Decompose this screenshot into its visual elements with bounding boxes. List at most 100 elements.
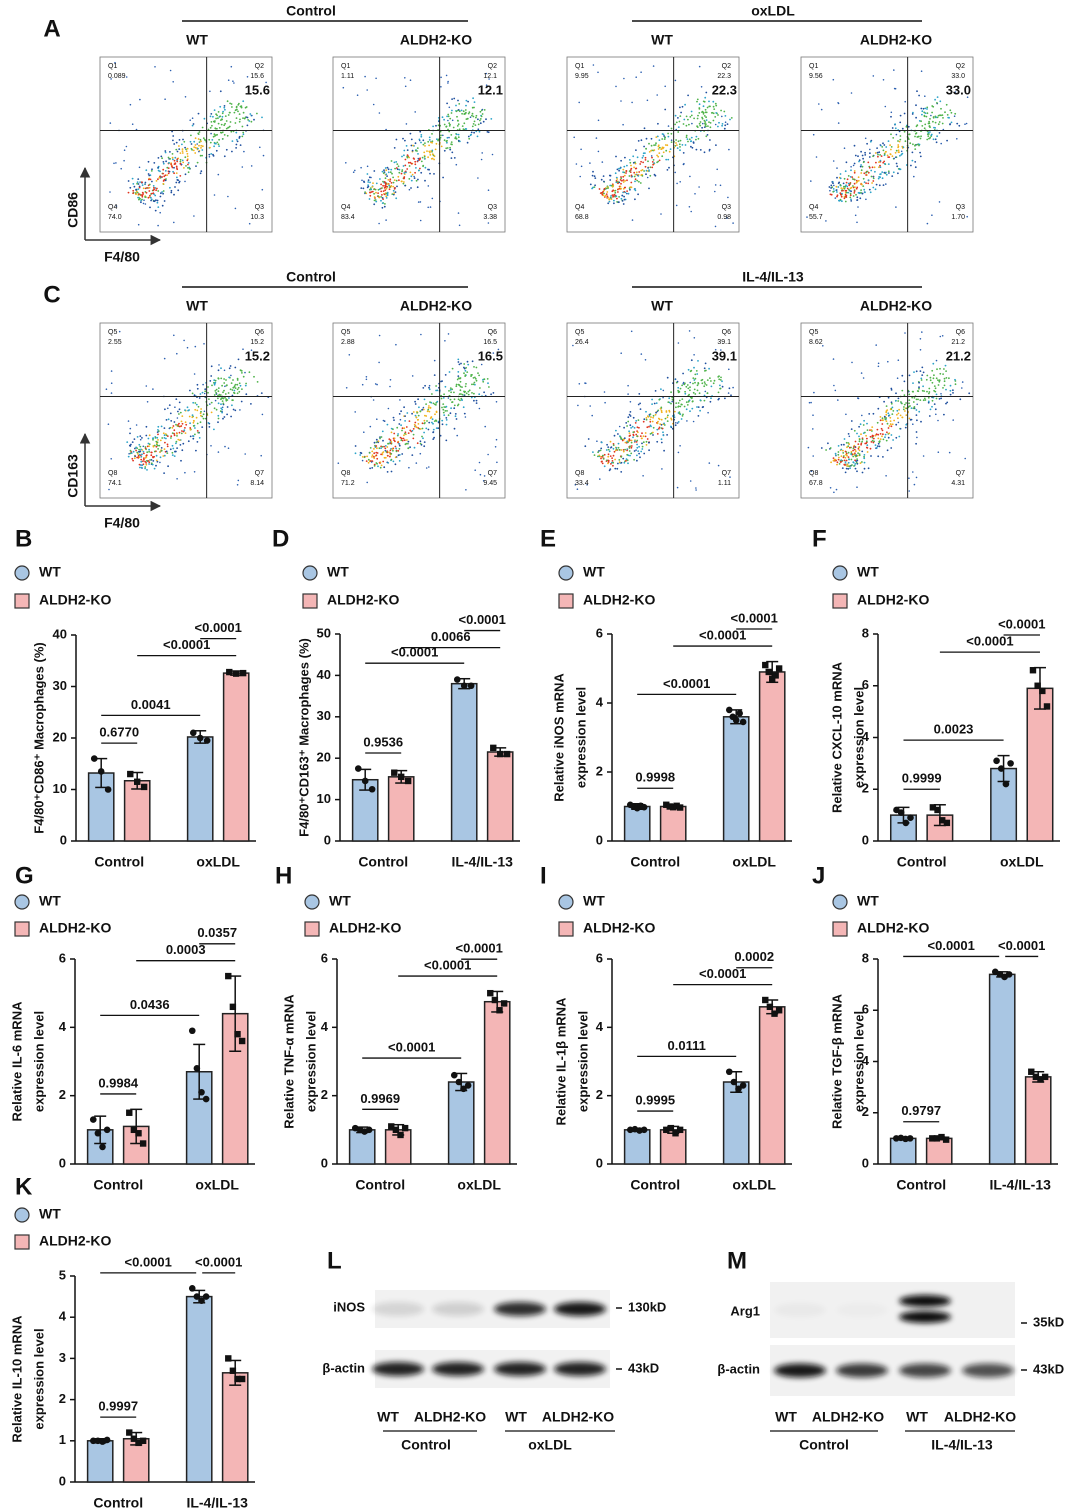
event-dot — [879, 144, 882, 146]
event-dot — [414, 414, 417, 417]
event-dot — [613, 450, 616, 453]
event-dot — [423, 445, 426, 448]
event-dot — [839, 192, 842, 195]
data-point — [354, 765, 362, 772]
event-dot — [192, 421, 195, 424]
data-point — [401, 1124, 409, 1132]
event-dot — [878, 184, 881, 187]
event-dot — [392, 176, 394, 179]
event-dot — [933, 374, 935, 377]
panel-letter: C — [43, 281, 60, 308]
event-dot — [839, 173, 842, 175]
event-dot — [176, 160, 179, 163]
event-dot — [885, 413, 888, 416]
event-dot — [209, 90, 211, 93]
event-dot — [818, 103, 820, 105]
event-dot — [156, 444, 159, 447]
event-dot — [442, 411, 445, 414]
event-dot — [473, 106, 475, 109]
event-dot — [678, 143, 681, 146]
event-dot — [431, 133, 433, 135]
event-dot — [611, 457, 613, 459]
event-dot — [681, 398, 684, 400]
event-dot — [471, 360, 474, 363]
event-dot — [215, 388, 218, 391]
event-dot — [417, 398, 419, 401]
event-dot — [631, 175, 634, 178]
event-dot — [894, 87, 897, 90]
bar — [889, 1137, 917, 1165]
event-dot — [609, 447, 612, 449]
event-dot — [658, 427, 660, 430]
event-dot — [166, 445, 169, 448]
data-point — [126, 1109, 133, 1116]
event-dot — [917, 398, 919, 401]
event-dot — [440, 397, 443, 400]
event-dot — [392, 460, 395, 463]
event-dot — [879, 433, 882, 435]
event-dot — [607, 187, 609, 190]
data-point — [676, 1126, 684, 1134]
legend-marker — [14, 894, 30, 910]
event-dot — [217, 397, 219, 400]
event-dot — [866, 170, 869, 173]
event-dot — [624, 180, 626, 182]
event-dot — [447, 80, 449, 83]
event-dot — [388, 188, 391, 191]
event-dot — [145, 385, 148, 387]
data-point — [902, 819, 910, 827]
event-dot — [262, 154, 265, 157]
event-dot — [463, 366, 465, 369]
event-dot — [406, 154, 409, 157]
event-dot — [239, 384, 242, 387]
event-dot — [441, 419, 444, 422]
event-dot — [419, 440, 422, 443]
event-dot — [399, 418, 402, 421]
event-dot — [159, 439, 162, 442]
event-dot — [404, 77, 406, 79]
event-dot — [396, 426, 399, 429]
event-dot — [696, 125, 698, 128]
y-tick-label: 6 — [862, 677, 869, 692]
event-dot — [142, 193, 145, 195]
event-dot — [656, 440, 659, 443]
event-dot — [364, 75, 366, 78]
event-dot — [370, 191, 373, 193]
event-dot — [364, 192, 366, 195]
event-dot — [186, 147, 189, 150]
event-dot — [381, 430, 384, 433]
event-dot — [223, 389, 225, 392]
event-dot — [627, 416, 630, 419]
event-dot — [176, 158, 179, 161]
event-dot — [635, 76, 637, 78]
bar — [186, 736, 214, 842]
event-dot — [864, 137, 867, 140]
event-dot — [915, 409, 918, 411]
event-dot — [876, 428, 879, 431]
event-dot — [617, 442, 620, 445]
data-point — [943, 819, 951, 827]
event-dot — [411, 454, 414, 456]
data-point — [234, 1375, 241, 1383]
event-dot — [474, 124, 477, 126]
event-dot — [201, 149, 204, 151]
event-dot — [853, 429, 856, 432]
event-dot — [455, 418, 458, 420]
event-dot — [832, 188, 835, 190]
event-dot — [402, 165, 405, 167]
quadrant-value: 83.4 — [341, 214, 355, 221]
event-dot — [213, 194, 216, 196]
event-dot — [155, 454, 158, 457]
event-dot — [386, 194, 389, 197]
event-dot — [616, 201, 618, 203]
event-dot — [225, 120, 228, 122]
event-dot — [212, 115, 214, 118]
event-dot — [222, 397, 225, 400]
data-point — [392, 1126, 400, 1134]
event-dot — [636, 426, 639, 429]
event-dot — [689, 480, 692, 482]
event-dot — [145, 434, 148, 437]
event-dot — [385, 195, 388, 198]
event-dot — [189, 119, 191, 121]
event-dot — [463, 113, 466, 115]
